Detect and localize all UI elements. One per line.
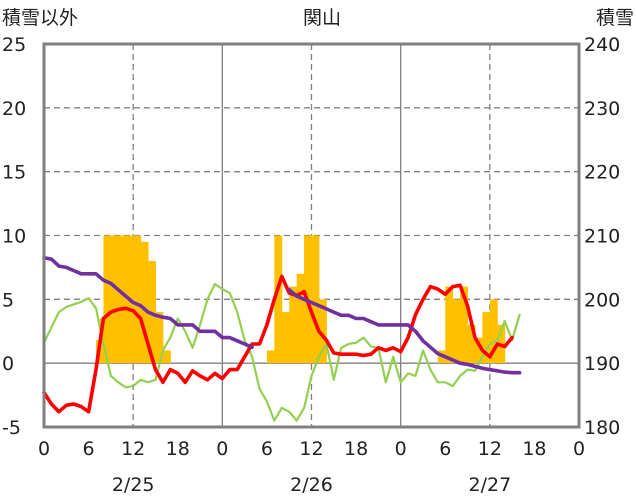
x-tick: 18 xyxy=(522,438,546,460)
y-ticks-left: -5 0 5 10 15 20 25 xyxy=(2,34,26,439)
red-line xyxy=(42,274,514,414)
plot-frame xyxy=(42,42,581,429)
precip-bar xyxy=(266,350,275,364)
green-line xyxy=(42,282,521,422)
precip-bar xyxy=(474,337,483,364)
y-tick-right: 180 xyxy=(584,417,620,439)
x-tick: 6 xyxy=(439,438,451,460)
precip-bar xyxy=(318,299,327,364)
y-tick-right: 210 xyxy=(584,226,620,248)
x-tick: 6 xyxy=(83,438,95,460)
precip-bar xyxy=(489,299,498,364)
precip-bar xyxy=(460,286,469,364)
precip-bar xyxy=(452,299,461,364)
y-tick-left: 5 xyxy=(2,289,14,311)
y-axis-label-left: 積雪以外 xyxy=(2,7,78,29)
precip-bar xyxy=(281,312,290,364)
precip-bar xyxy=(103,235,112,364)
precip-bar xyxy=(110,235,119,364)
x-tick: 0 xyxy=(395,438,407,460)
x-tick: 0 xyxy=(216,438,228,460)
y-tick-left: 0 xyxy=(2,353,14,375)
purple-line xyxy=(42,256,254,349)
y-tick-right: 190 xyxy=(584,353,620,375)
y-tick-right: 220 xyxy=(584,162,620,184)
date-label: 2/25 xyxy=(112,474,155,496)
x-tick: 0 xyxy=(38,438,50,460)
date-label: 2/27 xyxy=(468,474,511,496)
precip-bar xyxy=(445,286,454,364)
y-tick-right: 200 xyxy=(584,289,620,311)
y-tick-left: 20 xyxy=(2,98,26,120)
precip-bar xyxy=(311,235,320,364)
y-ticks-right: 180 190 200 210 220 230 240 xyxy=(584,34,620,439)
y-tick-left: 25 xyxy=(2,34,26,56)
chart-title: 関山 xyxy=(303,7,341,29)
y-axis-label-right: 積雪 xyxy=(596,7,634,29)
precip-bar xyxy=(140,241,149,364)
y-tick-left: 15 xyxy=(2,162,26,184)
date-labels: 2/25 2/26 2/27 xyxy=(112,474,511,496)
x-tick: 18 xyxy=(166,438,190,460)
x-tick: 0 xyxy=(573,438,585,460)
x-tick: 18 xyxy=(344,438,368,460)
y-tick-right: 240 xyxy=(584,34,620,56)
x-tick: 6 xyxy=(261,438,273,460)
x-tick: 12 xyxy=(121,438,145,460)
precip-bar xyxy=(162,350,171,364)
precip-bar xyxy=(274,235,283,364)
y-tick-right: 230 xyxy=(584,98,620,120)
y-tick-left: -5 xyxy=(2,417,21,439)
precip-bar xyxy=(133,235,142,364)
purple-line xyxy=(287,288,522,375)
precip-bar xyxy=(467,324,476,364)
x-ticks: 0 6 12 18 0 6 12 18 0 6 12 18 0 xyxy=(38,438,585,460)
precip-bar xyxy=(482,312,491,364)
x-tick: 12 xyxy=(478,438,502,460)
x-tick: 12 xyxy=(299,438,323,460)
lines xyxy=(42,256,522,422)
precip-bar xyxy=(296,273,305,364)
y-tick-left: 10 xyxy=(2,226,26,248)
precip-bar xyxy=(289,286,298,364)
precip-bar xyxy=(118,235,127,364)
precip-bar xyxy=(155,312,164,364)
date-label: 2/26 xyxy=(290,474,333,496)
